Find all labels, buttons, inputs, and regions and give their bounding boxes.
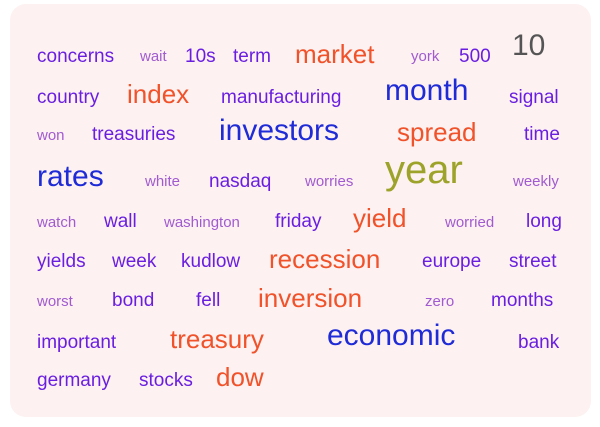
word-europe: europe — [422, 251, 482, 272]
word-friday: friday — [275, 211, 322, 232]
word-yields: yields — [37, 251, 86, 272]
word-street: street — [509, 251, 557, 272]
word-kudlow: kudlow — [181, 251, 241, 272]
word-month: month — [385, 74, 469, 107]
word-manufacturing: manufacturing — [221, 87, 342, 108]
word-white: white — [145, 173, 181, 190]
word-investors: investors — [219, 114, 340, 147]
word-10: 10 — [512, 29, 546, 62]
word-fell: fell — [196, 290, 221, 311]
word-worst: worst — [37, 293, 73, 310]
word-watch: watch — [37, 214, 77, 231]
word-wait: wait — [140, 48, 167, 65]
word-economic: economic — [327, 319, 456, 352]
word-months: months — [491, 290, 554, 311]
word-stocks: stocks — [139, 370, 193, 391]
word-won: won — [37, 127, 65, 144]
word-time: time — [524, 124, 560, 145]
word-spread: spread — [397, 117, 477, 147]
word-inversion: inversion — [258, 283, 363, 313]
word-zero: zero — [425, 293, 455, 310]
word-wall: wall — [104, 211, 137, 232]
word-recession: recession — [269, 244, 381, 274]
word-dow: dow — [216, 362, 264, 392]
word-market: market — [295, 39, 375, 69]
word-nasdaq: nasdaq — [209, 171, 272, 192]
word-washington: washington — [164, 214, 240, 231]
word-index: index — [127, 79, 190, 109]
word-treasuries: treasuries — [92, 124, 176, 145]
word-treasury: treasury — [170, 324, 264, 354]
word-country: country — [37, 87, 100, 108]
word-germany: germany — [37, 370, 111, 391]
word-worries: worries — [305, 173, 354, 190]
word-bank: bank — [518, 332, 560, 353]
word-term: term — [233, 46, 271, 67]
word-year: year — [385, 148, 463, 192]
word-yield: yield — [353, 203, 407, 233]
word-important: important — [37, 332, 117, 353]
word-long: long — [526, 211, 562, 232]
word-concerns: concerns — [37, 46, 115, 67]
word-cloud-panel: concerns wait 10s term market york 500 1… — [10, 4, 591, 417]
word-rates: rates — [37, 160, 104, 193]
word-worried: worried — [445, 214, 495, 231]
word-weekly: weekly — [513, 173, 559, 190]
word-week: week — [112, 251, 157, 272]
word-bond: bond — [112, 290, 155, 311]
word-signal: signal — [509, 87, 559, 108]
word-10s: 10s — [185, 46, 216, 67]
word-500: 500 — [459, 46, 491, 67]
word-york: york — [411, 48, 440, 65]
